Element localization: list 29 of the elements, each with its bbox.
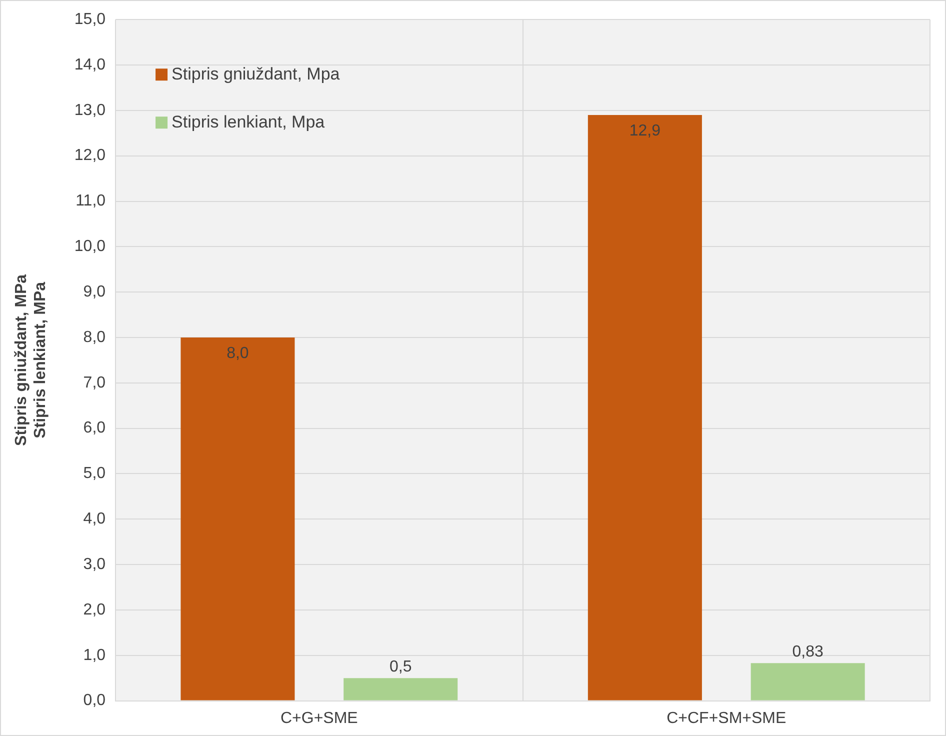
x-tick-label: C+CF+SM+SME (666, 710, 786, 727)
bar (180, 337, 295, 700)
y-tick-label: 12,0 (74, 147, 106, 164)
y-tick-label: 1,0 (83, 646, 106, 664)
x-tick-label: C+G+SME (280, 710, 358, 727)
data-label: 0,5 (389, 658, 412, 676)
y-tick-label: 9,0 (83, 283, 106, 300)
y-tick-label: 2,0 (83, 601, 106, 618)
bar (344, 678, 458, 700)
y-tick-label: 13,0 (74, 102, 106, 119)
y-tick-label: 3,0 (83, 556, 106, 573)
y-tick-label: 10,0 (74, 238, 106, 256)
y-tick-label: 5,0 (83, 465, 106, 482)
y-tick-label: 0,0 (83, 692, 106, 710)
y-tick-label: 14,0 (74, 56, 106, 74)
legend-label: Stipris gniuždant, Mpa (172, 64, 340, 84)
y-tick-label: 11,0 (76, 192, 106, 210)
bar (588, 114, 702, 700)
data-label: 8,0 (226, 344, 249, 362)
data-label: 0,83 (792, 644, 824, 661)
y-tick-label: 8,0 (83, 328, 106, 346)
y-axis-title: Stipris gniuždant, MPa Stipris lenkiant, MPa (13, 274, 50, 446)
y-tick-label: 15,0 (74, 11, 106, 28)
legend-label: Stipris lenkiant, Mpa (172, 112, 326, 132)
y-tick-label: 6,0 (83, 420, 106, 437)
data-label: 12,9 (629, 122, 661, 140)
y-tick-label: 7,0 (83, 374, 106, 392)
y-tick-label: 4,0 (83, 510, 106, 528)
bar (750, 663, 865, 700)
